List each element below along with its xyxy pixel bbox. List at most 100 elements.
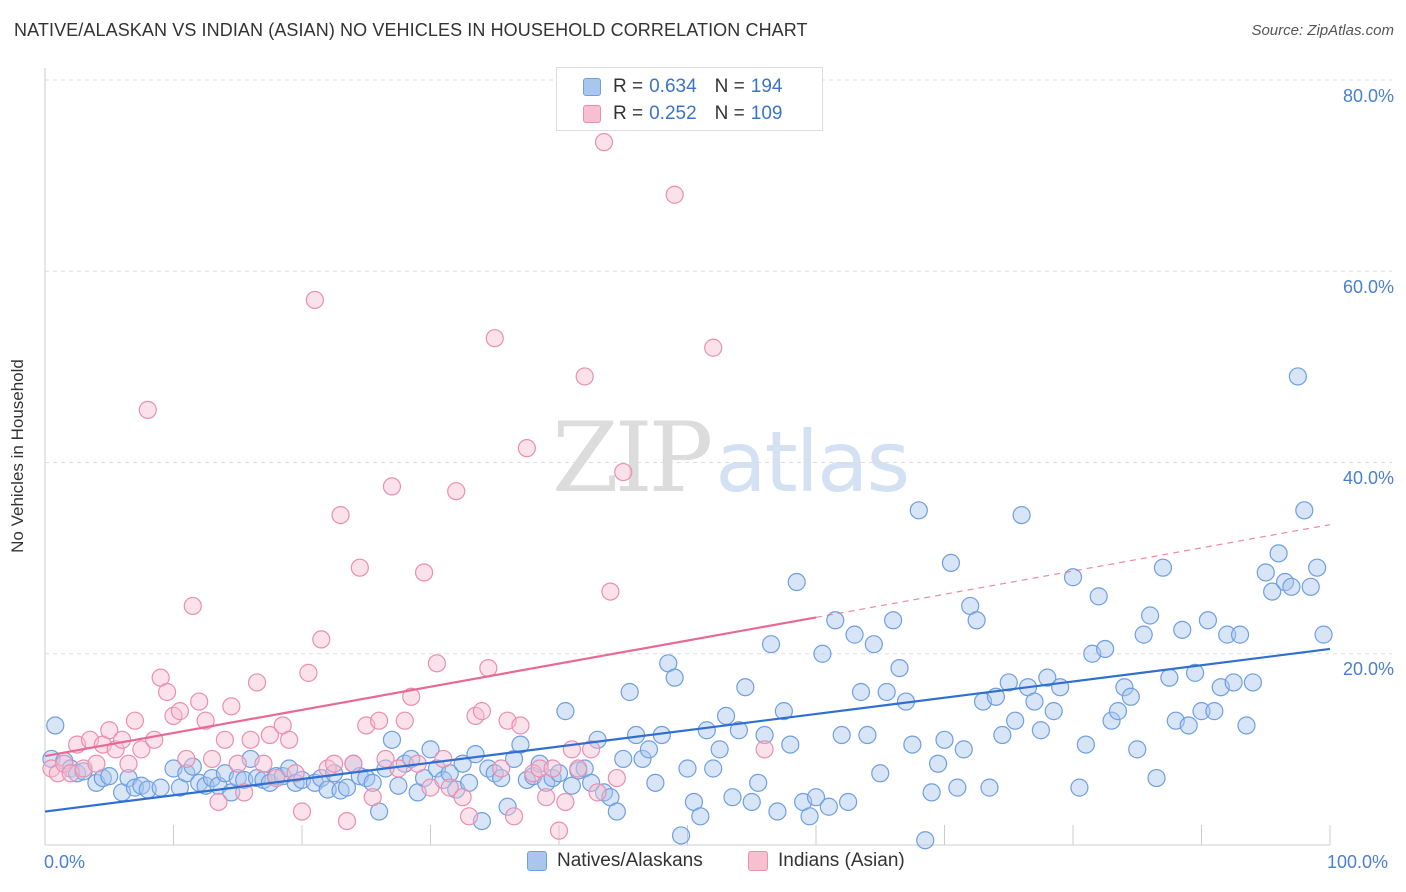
- indians-point: [100, 721, 119, 740]
- natives-point: [774, 702, 793, 721]
- natives-point: [941, 553, 961, 573]
- indians-point: [511, 716, 530, 735]
- indians-point: [614, 462, 633, 482]
- indians-point: [755, 740, 774, 759]
- legend-n-value-indians: 109: [750, 103, 783, 124]
- natives-point: [1096, 639, 1115, 659]
- natives-point: [819, 797, 838, 816]
- natives-point: [337, 778, 357, 797]
- natives-point: [1076, 735, 1095, 754]
- indians-point: [132, 740, 151, 759]
- natives-point: [665, 668, 684, 687]
- natives-point: [498, 797, 517, 816]
- indians-point: [594, 133, 614, 152]
- indians-point: [530, 759, 549, 778]
- natives-point: [922, 783, 941, 802]
- indians-point: [209, 792, 228, 812]
- indians-point: [312, 630, 331, 649]
- indians-point: [235, 783, 254, 802]
- bottom-legend-natives: Natives/Alaskans: [527, 850, 703, 872]
- y-tick-label-40: 40.0%: [1342, 468, 1394, 488]
- indians-point: [170, 702, 190, 721]
- indians-point: [537, 788, 556, 807]
- legend-n-value-natives: 194: [750, 76, 783, 97]
- natives-point: [177, 764, 196, 783]
- natives-point: [646, 773, 665, 792]
- indians-point: [331, 505, 350, 525]
- indians-point: [145, 730, 164, 749]
- indians-point: [55, 754, 74, 773]
- natives-point: [768, 802, 787, 821]
- natives-point: [421, 740, 440, 759]
- indians-point: [556, 792, 575, 812]
- legend-n-label: N =: [714, 76, 745, 97]
- natives-point: [1237, 716, 1256, 735]
- bottom-legend-indians: Indians (Asian): [748, 850, 905, 872]
- indians-point: [421, 778, 440, 797]
- natives-point: [1308, 558, 1327, 577]
- natives-point: [1153, 558, 1173, 577]
- natives-point: [1031, 721, 1050, 740]
- natives-point: [1089, 587, 1108, 606]
- indians-point: [588, 783, 607, 802]
- natives-point: [1102, 711, 1121, 730]
- chart-title: NATIVE/ALASKAN VS INDIAN (ASIAN) NO VEHI…: [14, 20, 808, 40]
- natives-point: [1218, 625, 1237, 644]
- natives-point: [800, 807, 819, 826]
- natives-point: [832, 725, 851, 745]
- natives-point: [151, 778, 170, 797]
- natives-point: [999, 673, 1018, 692]
- watermark-zip: ZIP: [552, 402, 713, 514]
- indians-point: [569, 759, 588, 778]
- indians-point: [440, 778, 459, 797]
- natives-point: [1243, 673, 1263, 692]
- indians-point: [119, 754, 138, 773]
- natives-point: [1185, 663, 1205, 682]
- natives-point: [607, 802, 626, 821]
- natives-point: [389, 776, 408, 795]
- natives-point: [710, 740, 729, 759]
- y-tick-label-20: 20.0%: [1342, 659, 1394, 679]
- natives-point: [1205, 702, 1224, 721]
- natives-point: [864, 635, 883, 654]
- legend-row-natives: R = 0.634 N = 194: [583, 75, 782, 99]
- natives-point: [1070, 778, 1089, 797]
- natives-point: [806, 788, 826, 807]
- natives-point: [787, 572, 806, 592]
- natives-point: [967, 611, 986, 630]
- y-axis-label: No Vehicles in Household: [8, 359, 27, 553]
- indians-point: [459, 807, 479, 826]
- chart-source: Source: ZipAtlas.com: [1251, 22, 1394, 39]
- natives-point: [871, 764, 890, 783]
- natives-point: [890, 658, 909, 678]
- indians-point: [549, 821, 569, 840]
- natives-point: [1128, 740, 1147, 759]
- natives-point: [755, 725, 774, 745]
- natives-point: [1115, 678, 1134, 697]
- natives-point: [1160, 668, 1179, 687]
- indians-point: [607, 768, 626, 788]
- natives-point: [1256, 563, 1275, 582]
- legend: R = 0.634 N = 194 R = 0.252 N = 109: [556, 67, 823, 131]
- indians-point: [202, 749, 222, 769]
- natives-point: [1044, 702, 1063, 721]
- indians-point: [305, 290, 324, 310]
- indians-point: [337, 811, 357, 831]
- natives-point: [678, 759, 697, 778]
- natives-point: [948, 778, 967, 797]
- indians-point: [247, 673, 267, 692]
- indians-point: [190, 692, 209, 711]
- natives-point: [363, 773, 382, 792]
- natives-point: [1006, 711, 1025, 730]
- natives-point: [813, 644, 832, 663]
- indians-point: [601, 582, 620, 601]
- indians-point: [48, 764, 67, 783]
- indians-point: [222, 697, 241, 716]
- indians-point: [157, 682, 177, 702]
- natives-point: [704, 759, 723, 778]
- indians-point: [292, 802, 312, 821]
- natives-point: [742, 792, 761, 812]
- natives-point: [46, 716, 65, 735]
- indians-point: [196, 711, 215, 730]
